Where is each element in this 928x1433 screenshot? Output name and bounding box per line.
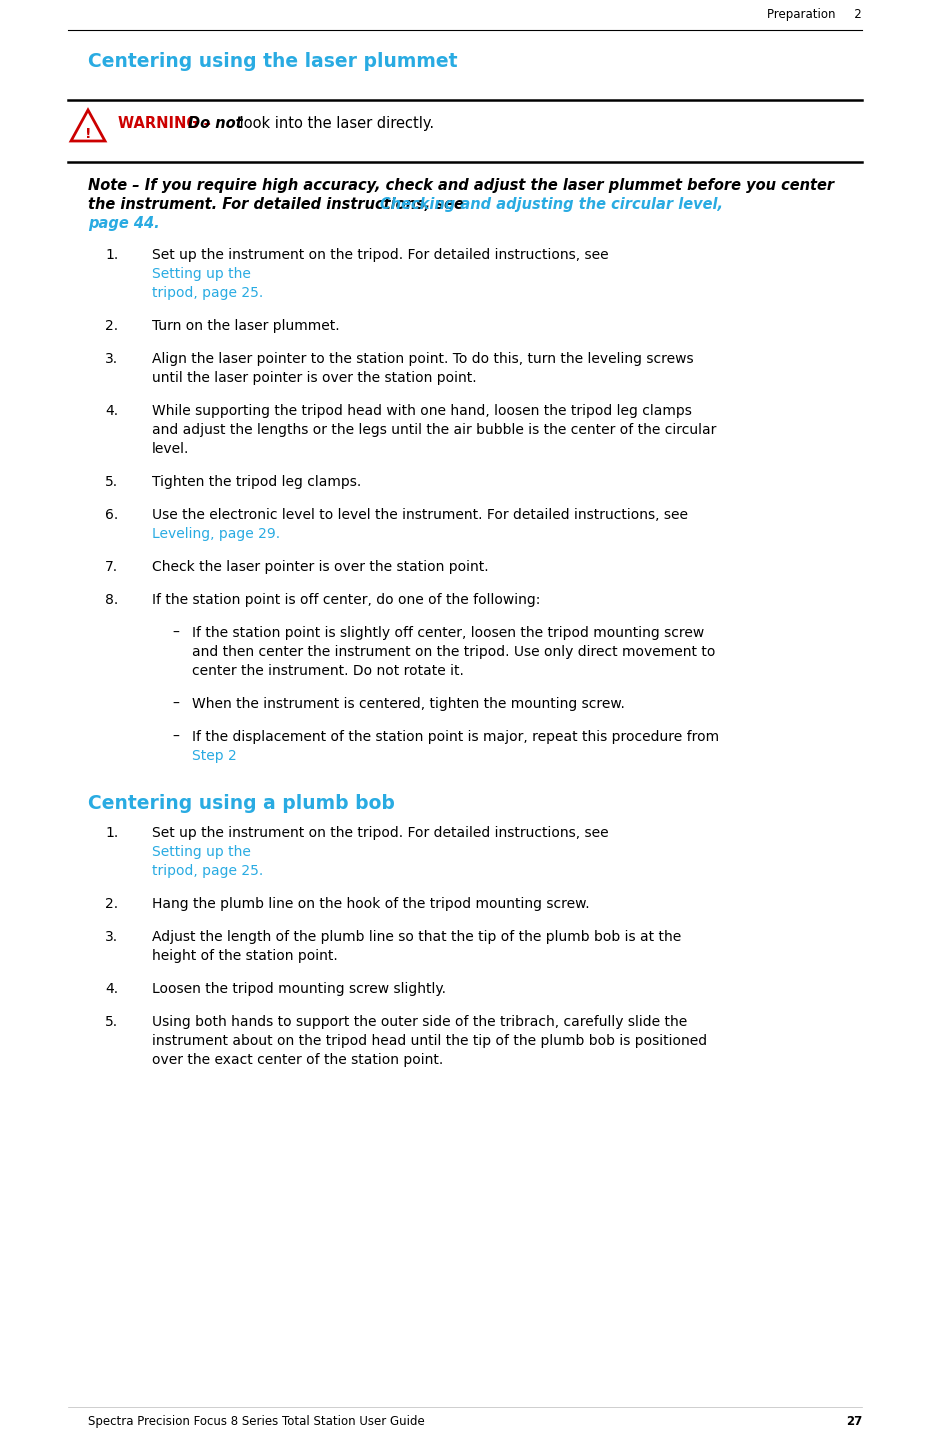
Text: center the instrument. Do not rotate it.: center the instrument. Do not rotate it. [192,663,463,678]
Text: page 44.: page 44. [88,216,160,231]
Text: Adjust the length of the plumb line so that the tip of the plumb bob is at the: Adjust the length of the plumb line so t… [152,930,680,944]
Text: Leveling, page 29.: Leveling, page 29. [152,527,280,542]
Text: over the exact center of the station point.: over the exact center of the station poi… [152,1053,443,1068]
Text: While supporting the tripod head with one hand, loosen the tripod leg clamps: While supporting the tripod head with on… [152,404,691,418]
Text: 4.: 4. [105,982,118,996]
Text: Checking and adjusting the circular level,: Checking and adjusting the circular leve… [380,196,722,212]
Text: tripod, page 25.: tripod, page 25. [152,287,263,299]
Text: Align the laser pointer to the station point. To do this, turn the leveling scre: Align the laser pointer to the station p… [152,353,693,365]
Text: 1.: 1. [105,825,118,840]
Text: 5.: 5. [105,1015,118,1029]
Text: Spectra Precision Focus 8 Series Total Station User Guide: Spectra Precision Focus 8 Series Total S… [88,1414,424,1429]
Text: 7.: 7. [105,560,118,575]
Text: 27: 27 [844,1414,861,1429]
Text: Preparation     2: Preparation 2 [767,9,861,21]
Text: tripod, page 25.: tripod, page 25. [152,864,263,878]
Text: 3.: 3. [105,353,118,365]
Text: WARNING –: WARNING – [118,116,216,130]
Text: !: ! [84,128,91,140]
Text: Tighten the tripod leg clamps.: Tighten the tripod leg clamps. [152,474,361,489]
Text: the instrument. For detailed instructions, see: the instrument. For detailed instruction… [88,196,469,212]
Text: Hang the plumb line on the hook of the tripod mounting screw.: Hang the plumb line on the hook of the t… [152,897,589,911]
Text: Step 2: Step 2 [192,749,237,762]
Text: If the station point is off center, do one of the following:: If the station point is off center, do o… [152,593,540,608]
Text: Centering using the laser plummet: Centering using the laser plummet [88,52,457,72]
Text: Do not: Do not [187,116,242,130]
Text: 2.: 2. [105,320,118,332]
Text: If the displacement of the station point is major, repeat this procedure from: If the displacement of the station point… [192,729,718,744]
Text: height of the station point.: height of the station point. [152,949,338,963]
Text: level.: level. [152,441,189,456]
Text: When the instrument is centered, tighten the mounting screw.: When the instrument is centered, tighten… [192,696,625,711]
Text: look into the laser directly.: look into the laser directly. [235,116,433,130]
Text: –: – [172,626,179,641]
Text: 8.: 8. [105,593,118,608]
Text: Set up the instrument on the tripod. For detailed instructions, see: Set up the instrument on the tripod. For… [152,248,608,262]
Text: Setting up the: Setting up the [152,267,251,281]
Text: and adjust the lengths or the legs until the air bubble is the center of the cir: and adjust the lengths or the legs until… [152,423,715,437]
Text: and then center the instrument on the tripod. Use only direct movement to: and then center the instrument on the tr… [192,645,715,659]
Text: 3.: 3. [105,930,118,944]
Text: 2.: 2. [105,897,118,911]
Text: 1.: 1. [105,248,118,262]
Text: 5.: 5. [105,474,118,489]
Text: Set up the instrument on the tripod. For detailed instructions, see: Set up the instrument on the tripod. For… [152,825,608,840]
Text: If the station point is slightly off center, loosen the tripod mounting screw: If the station point is slightly off cen… [192,626,703,641]
Text: Turn on the laser plummet.: Turn on the laser plummet. [152,320,340,332]
Text: 4.: 4. [105,404,118,418]
Text: 6.: 6. [105,509,118,522]
Text: instrument about on the tripod head until the tip of the plumb bob is positioned: instrument about on the tripod head unti… [152,1035,706,1048]
Text: –: – [172,696,179,711]
Text: Note – If you require high accuracy, check and adjust the laser plummet before y: Note – If you require high accuracy, che… [88,178,833,193]
Text: –: – [172,729,179,744]
Text: Setting up the: Setting up the [152,845,251,858]
Text: Centering using a plumb bob: Centering using a plumb bob [88,794,394,813]
Text: until the laser pointer is over the station point.: until the laser pointer is over the stat… [152,371,476,385]
Text: Using both hands to support the outer side of the tribrach, carefully slide the: Using both hands to support the outer si… [152,1015,687,1029]
Text: Loosen the tripod mounting screw slightly.: Loosen the tripod mounting screw slightl… [152,982,445,996]
Text: Check the laser pointer is over the station point.: Check the laser pointer is over the stat… [152,560,488,575]
Text: Use the electronic level to level the instrument. For detailed instructions, see: Use the electronic level to level the in… [152,509,688,522]
